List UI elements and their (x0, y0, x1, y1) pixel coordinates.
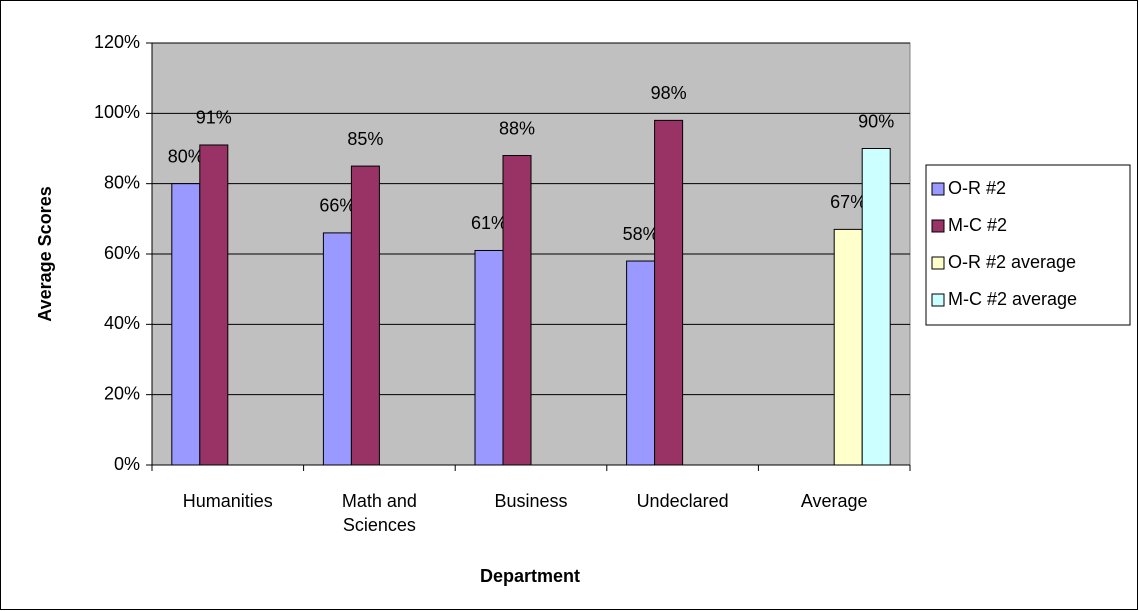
bar (654, 119, 684, 466)
y-tick-label: 20% (104, 383, 140, 403)
value-label: 61% (471, 213, 507, 233)
value-label: 98% (651, 83, 687, 103)
legend-swatch (931, 219, 945, 233)
legend-swatch (931, 182, 945, 196)
y-tick-label: 120% (94, 32, 140, 52)
bar (322, 232, 352, 466)
bar (171, 183, 201, 466)
value-label: 85% (347, 129, 383, 149)
legend-swatch (931, 293, 945, 307)
y-tick-label: 0% (114, 454, 140, 474)
y-axis-label: Average Scores (35, 186, 55, 321)
legend-label: M-C #2 (948, 215, 1007, 235)
legend-label: M-C #2 average (948, 289, 1077, 309)
x-tick-label: Humanities (182, 491, 273, 511)
value-label: 58% (623, 224, 659, 244)
value-label: 66% (319, 196, 355, 216)
value-label: 90% (858, 111, 894, 131)
bar (861, 148, 891, 466)
bar (474, 249, 504, 466)
legend-box (925, 164, 1131, 326)
x-tick-label: Undeclared (636, 491, 729, 511)
legend-swatch (931, 256, 945, 270)
bar (350, 165, 380, 466)
legend-label: O-R #2 average (948, 252, 1076, 272)
y-tick-label: 40% (104, 313, 140, 333)
x-tick-label: Math and Sciences (341, 491, 417, 535)
x-axis-label: Department (480, 566, 580, 586)
y-tick-label: 80% (104, 172, 140, 192)
value-label: 91% (196, 108, 232, 128)
bar (199, 144, 229, 466)
value-label: 67% (830, 192, 866, 212)
value-label: 88% (499, 118, 535, 138)
y-tick-label: 100% (94, 102, 140, 122)
bar (626, 260, 656, 466)
x-tick-label: Average (800, 491, 868, 511)
value-label: 80% (168, 146, 204, 166)
legend-label: O-R #2 (948, 178, 1006, 198)
bar (502, 155, 532, 466)
y-tick-label: 60% (104, 243, 140, 263)
x-tick-label: Business (494, 491, 568, 511)
bar (833, 228, 863, 466)
